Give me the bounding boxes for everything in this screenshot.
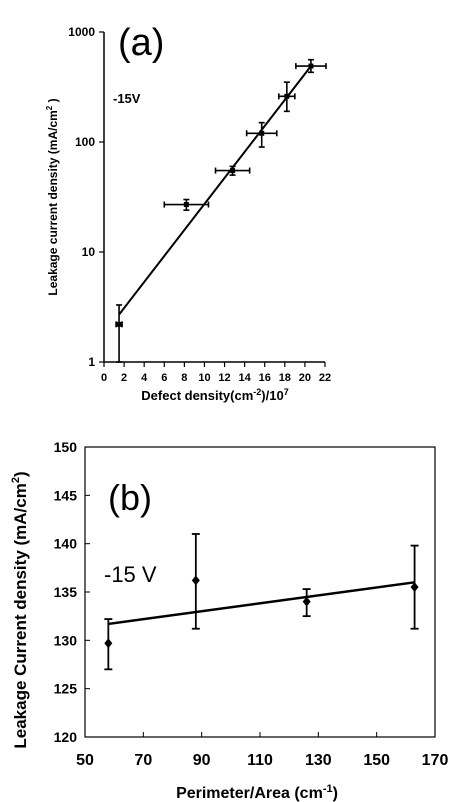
data-point-b xyxy=(410,582,419,593)
fit-line-a xyxy=(118,65,312,316)
data-point-b xyxy=(302,596,311,607)
y-tick-label-a: 100 xyxy=(75,135,95,149)
panel-label-b: (b) xyxy=(108,477,152,518)
data-point-a xyxy=(308,63,314,69)
x-tick-label-b: 90 xyxy=(193,752,211,769)
data-point-b xyxy=(191,575,200,586)
x-tick-label-a: 0 xyxy=(101,372,107,384)
y-tick-label-b: 135 xyxy=(54,584,78,600)
y-tick-label-b: 145 xyxy=(54,487,78,503)
x-tick-label-a: 2 xyxy=(121,372,127,384)
y-axis-title-b: Leakage Current density (mA/cm2) xyxy=(10,471,30,748)
data-point-b xyxy=(104,638,113,649)
data-marks-a xyxy=(115,58,327,363)
x-axis-title-a: Defect density(cm-2)/107 xyxy=(141,387,288,403)
chart-b: (b) -15 V 50 70 90 110 130 150 170 120 125 130 135… xyxy=(10,439,448,802)
y-axis-title-a: Leakage current density (mA/cm2 ) xyxy=(45,98,60,295)
x-tick-label-b: 170 xyxy=(422,752,449,769)
plot-frame-b xyxy=(84,446,436,738)
y-tick-label-b: 120 xyxy=(54,729,78,745)
y-tick-label-b: 130 xyxy=(54,632,78,648)
axis-ticks-a: 0 2 4 6 8 10 12 14 16 18 20 22 1 10 100 1000 xyxy=(68,25,331,384)
annotation-b: -15 V xyxy=(104,562,157,587)
x-tick-label-a: 6 xyxy=(161,372,167,384)
y-tick-label-a: 1 xyxy=(88,355,95,369)
x-tick-label-a: 4 xyxy=(141,372,148,384)
x-tick-label-a: 22 xyxy=(319,372,331,384)
data-point-a xyxy=(284,93,290,99)
data-point-a xyxy=(230,168,236,174)
annotation-a: -15V xyxy=(113,91,141,106)
x-tick-label-a: 18 xyxy=(279,372,291,384)
axis-ticks-b: 50 70 90 110 130 150 170 120 125 130 135 140 145 150 xyxy=(54,439,449,769)
x-axis-title-b: Perimeter/Area (cm-1) xyxy=(176,783,338,802)
fit-line-b xyxy=(108,581,415,626)
x-tick-label-a: 8 xyxy=(181,372,187,384)
x-tick-label-a: 12 xyxy=(218,372,230,384)
y-tick-label-b: 125 xyxy=(54,681,78,697)
data-marks-b xyxy=(104,533,419,671)
x-tick-label-a: 20 xyxy=(299,372,311,384)
y-tick-label-b: 140 xyxy=(54,536,78,552)
y-tick-label-b: 150 xyxy=(54,439,78,455)
panel-label-a: (a) xyxy=(118,22,164,64)
data-point-a xyxy=(116,321,122,327)
x-tick-label-b: 50 xyxy=(76,752,94,769)
x-tick-label-b: 110 xyxy=(247,752,273,769)
x-tick-label-a: 14 xyxy=(239,372,252,384)
data-point-a xyxy=(183,202,189,208)
x-tick-label-a: 10 xyxy=(198,372,210,384)
y-tick-label-a: 10 xyxy=(82,245,96,259)
x-tick-label-b: 150 xyxy=(363,752,390,769)
y-tick-label-a: 1000 xyxy=(68,25,95,39)
x-tick-label-b: 70 xyxy=(134,752,152,769)
x-tick-label-a: 16 xyxy=(259,372,271,384)
x-tick-label-b: 130 xyxy=(305,752,332,769)
data-point-a xyxy=(259,130,265,136)
chart-a: (a) -15V 0 2 4 6 8 10 12 14 16 18 20 22 1 10 100 1000 D… xyxy=(45,22,331,403)
